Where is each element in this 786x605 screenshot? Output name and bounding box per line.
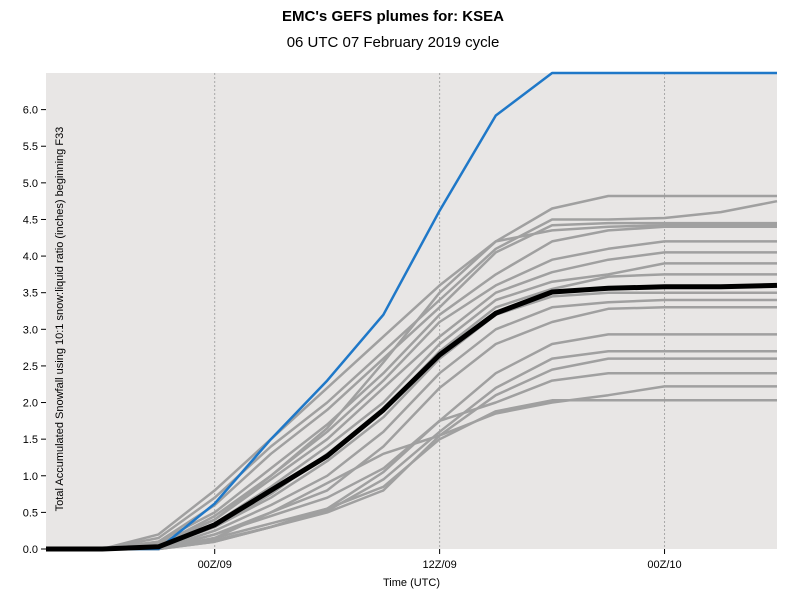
gridlines	[214, 73, 666, 549]
y-tick-label-10: 5.0	[23, 178, 38, 190]
mean-line-group	[46, 282, 778, 552]
y-tick-label-3: 1.5	[23, 434, 38, 446]
chart-title: EMC's GEFS plumes for: KSEA	[282, 8, 504, 25]
y-axis-label: Total Accumulated Snowfall using 10:1 sn…	[54, 127, 66, 512]
y-tick-label-2: 1.0	[23, 471, 38, 483]
x-axis-label: Time (UTC)	[383, 577, 440, 589]
y-tick-label-12: 6.0	[23, 105, 38, 117]
x-tick-label-2: 00Z/10	[647, 559, 681, 571]
axes: 0.0 0.5 1.0 1.5 2.0 2.5 3.0 3.5 4.0 4.5 5.0 5.5 6.0 0…	[23, 105, 682, 571]
member-line-18	[46, 224, 777, 551]
y-tick-label-0: 0.0	[23, 544, 38, 556]
chart-subtitle: 06 UTC 07 February 2019 cycle	[286, 34, 500, 51]
ensemble-mean-line	[46, 282, 778, 552]
y-tick-label-6: 3.0	[23, 324, 38, 336]
member-line-1	[46, 194, 777, 551]
x-tick-label-0: 00Z/09	[198, 559, 232, 571]
y-tick-label-7: 3.5	[23, 288, 38, 300]
y-tick-label-11: 5.5	[23, 141, 38, 153]
y-tick-label-1: 0.5	[23, 507, 38, 519]
member-line-17	[46, 399, 777, 551]
y-tick-label-5: 2.5	[23, 361, 38, 373]
y-tick-label-4: 2.0	[23, 398, 38, 410]
x-tick-label-1: 12Z/09	[422, 559, 456, 571]
y-tick-label-9: 4.5	[23, 214, 38, 226]
member-line-4	[46, 225, 777, 551]
y-tick-label-8: 4.0	[23, 251, 38, 263]
